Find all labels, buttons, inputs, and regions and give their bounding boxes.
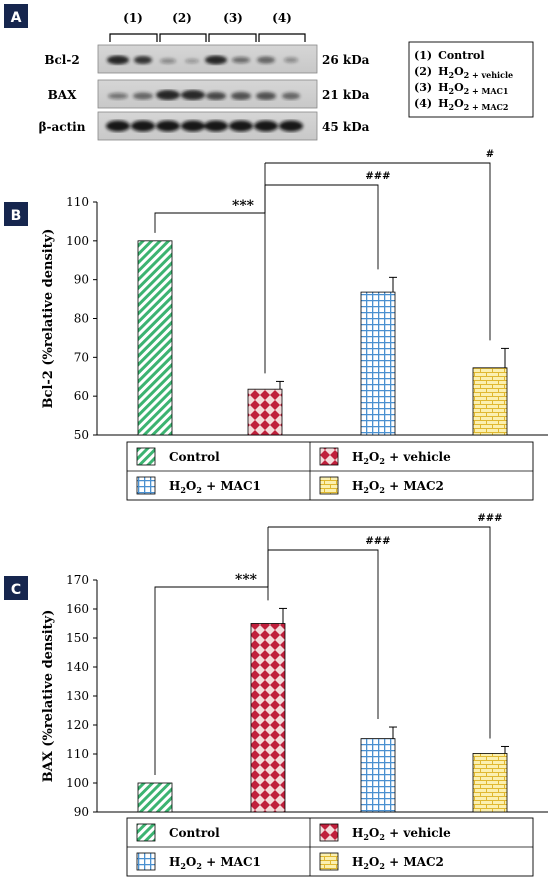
lane-label-4: (4) xyxy=(272,11,292,25)
y-tick-label: 60 xyxy=(74,389,89,403)
legend-label-1: Control xyxy=(169,826,220,840)
y-tick-label: 170 xyxy=(66,573,89,587)
lane-bracket-4 xyxy=(258,33,306,42)
significance-label-2: ### xyxy=(365,171,390,182)
blot-key-item-3: (3) H2O2 + MAC1 xyxy=(414,81,509,96)
y-tick-label: 160 xyxy=(66,602,89,616)
blot-key-item-1: (1) Control xyxy=(414,49,485,62)
blot-key: (1) Control (2) H2O2 + vehicle (3) H2O2 + M… xyxy=(414,49,513,112)
panel-label-box-c xyxy=(4,576,28,600)
y-tick-label: 50 xyxy=(74,428,89,442)
lane-bracket-1 xyxy=(109,33,158,42)
y-tick-label: 130 xyxy=(66,689,89,703)
blot-key-item-2: (2) H2O2 + vehicle xyxy=(414,65,513,80)
significance-bracket-3 xyxy=(268,526,491,739)
significance-label-2: ### xyxy=(365,536,390,547)
lane-bracket-2 xyxy=(159,33,207,42)
blot-strip-actin xyxy=(97,111,318,141)
blot-protein-actin: β-actin xyxy=(39,120,86,134)
legend-swatch-2 xyxy=(319,823,339,842)
legend-label-3: H2O2 + MAC1 xyxy=(169,855,261,871)
legend-label-3: H2O2 + MAC1 xyxy=(169,479,261,495)
significance-label-3: # xyxy=(486,149,494,160)
chart-bcl2: 50 60 70 80 90 100 110 Bcl-2 (%relative density… xyxy=(41,149,548,501)
panel-label-box-b xyxy=(4,202,28,226)
panel-a: A (1) (2) (3) (4) xyxy=(4,4,534,141)
y-tick-label: 100 xyxy=(66,776,89,790)
significance-bracket-3 xyxy=(265,162,491,341)
blot-strip-bax xyxy=(97,79,318,109)
significance-label-1: *** xyxy=(232,198,255,214)
legend-label-2: H2O2 + vehicle xyxy=(352,826,451,842)
blot-protein-bax: BAX xyxy=(48,88,77,102)
legend-label-4: H2O2 + MAC2 xyxy=(352,855,444,871)
blot-strip-bcl2 xyxy=(97,44,318,74)
lane-label-3: (3) xyxy=(223,11,243,25)
significance-label-1: *** xyxy=(235,572,258,588)
y-tick-label: 90 xyxy=(74,273,89,287)
significance-label-3: ### xyxy=(477,513,502,524)
chart-bax: 90 100 110 120 130 140 150 160 170 BAX (%relative… xyxy=(41,513,548,877)
y-tick-label: 90 xyxy=(74,805,89,819)
y-tick-label: 150 xyxy=(66,631,89,645)
y-tick-label: 110 xyxy=(66,195,89,209)
blot-size-actin: 45 kDa xyxy=(322,120,370,134)
y-tick-label: 80 xyxy=(74,312,89,326)
blot-size-bax: 21 kDa xyxy=(322,88,370,102)
legend-swatch-3 xyxy=(136,852,156,871)
bar-4 xyxy=(472,753,508,813)
blot-size-bcl2: 26 kDa xyxy=(322,53,370,67)
lane-label-2: (2) xyxy=(172,11,192,25)
bar-4 xyxy=(472,367,508,436)
bar-3 xyxy=(360,291,396,436)
blot-key-box xyxy=(408,41,534,118)
blot-key-item-4: (4) H2O2 + MAC2 xyxy=(414,97,509,112)
legend-label-2: H2O2 + vehicle xyxy=(352,450,451,466)
legend-swatch-2 xyxy=(319,447,339,466)
y-axis-label: Bcl-2 (%relative density) xyxy=(41,229,56,409)
legend-swatch-4 xyxy=(319,852,339,871)
panel-label-a: A xyxy=(11,10,22,26)
legend-swatch-1 xyxy=(136,447,156,466)
lane-label-1: (1) xyxy=(123,11,143,25)
legend-label-1: Control xyxy=(169,450,220,464)
significance-bracket-1 xyxy=(154,212,266,374)
y-axis-label: BAX (%relative density) xyxy=(41,610,56,783)
legend-swatch-4 xyxy=(319,476,339,495)
bar-1 xyxy=(137,782,173,813)
y-tick-label: 70 xyxy=(74,350,89,364)
y-tick-label: 100 xyxy=(66,234,89,248)
significance-bracket-1 xyxy=(154,586,269,775)
significance-bracket-2 xyxy=(268,549,379,720)
bar-3 xyxy=(360,738,396,813)
significance-bracket-2 xyxy=(265,184,379,270)
bar-1 xyxy=(137,240,173,436)
y-tick-label: 110 xyxy=(66,747,89,761)
y-tick-label: 120 xyxy=(66,718,89,732)
blot-protein-bcl2: Bcl-2 xyxy=(44,53,79,67)
legend-swatch-3 xyxy=(136,476,156,495)
panel-label-box-a xyxy=(4,4,28,28)
legend-swatch-1 xyxy=(136,823,156,842)
legend-label-4: H2O2 + MAC2 xyxy=(352,479,444,495)
y-tick-label: 140 xyxy=(66,660,89,674)
bar-2 xyxy=(250,623,286,813)
bar-2 xyxy=(247,388,283,436)
panel-label-b: B xyxy=(11,208,22,224)
lane-bracket-3 xyxy=(208,33,257,42)
panel-label-c: C xyxy=(11,582,21,598)
